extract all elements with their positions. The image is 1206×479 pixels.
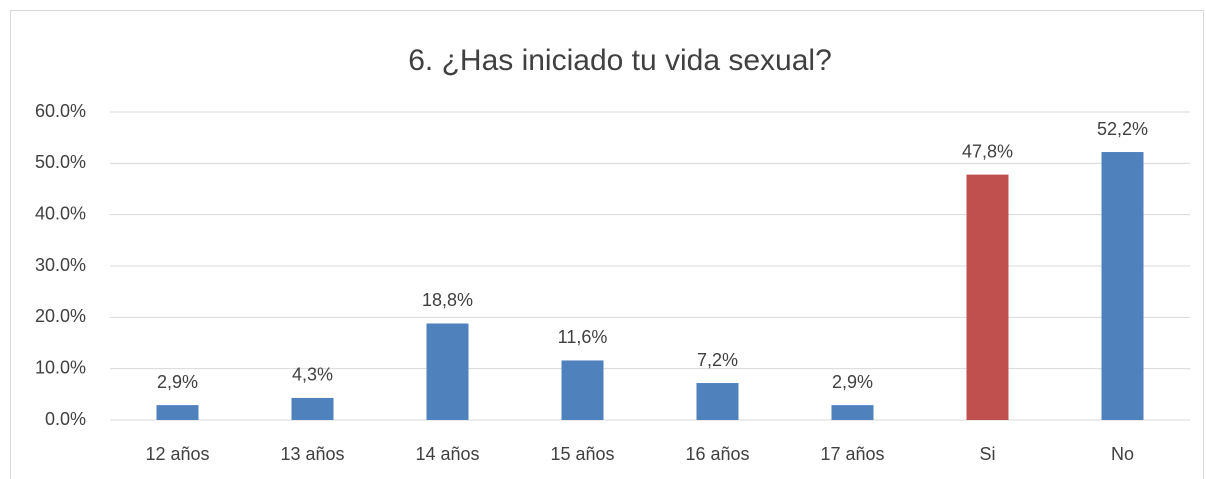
data-label: 2,9% [157,372,198,392]
data-label: 2,9% [832,372,873,392]
bar [966,174,1009,420]
bar [831,405,874,420]
x-tick-label: Si [979,444,995,464]
data-label: 11,6% [558,327,608,347]
x-tick-label: 17 años [820,444,884,464]
y-tick-label: 30.0% [35,255,86,275]
data-label: 4,3% [292,365,333,385]
x-tick-label: 13 años [280,444,344,464]
bar [156,405,199,420]
y-tick-label: 50.0% [35,152,86,172]
y-tick-label: 0.0% [45,409,86,429]
y-tick-label: 40.0% [35,203,86,223]
data-label: 47,8% [962,141,1013,161]
data-label: 52,2% [1097,119,1148,139]
data-label: 18,8% [422,290,473,310]
chart-title: 6. ¿Has iniciado tu vida sexual? [408,44,832,77]
y-tick-label: 10.0% [35,357,86,377]
bar [291,397,334,420]
x-tick-label: 12 años [145,444,209,464]
bar [1101,152,1144,421]
y-tick-label: 60.0% [35,101,86,121]
bar [426,323,469,420]
x-tick-label: 14 años [415,444,479,464]
y-tick-label: 20.0% [35,306,86,326]
x-tick-label: 16 años [685,444,749,464]
bar [561,360,604,420]
x-tick-label: 15 años [550,444,614,464]
bar [696,383,739,420]
x-tick-label: No [1111,444,1134,464]
data-label: 7,2% [697,350,738,370]
